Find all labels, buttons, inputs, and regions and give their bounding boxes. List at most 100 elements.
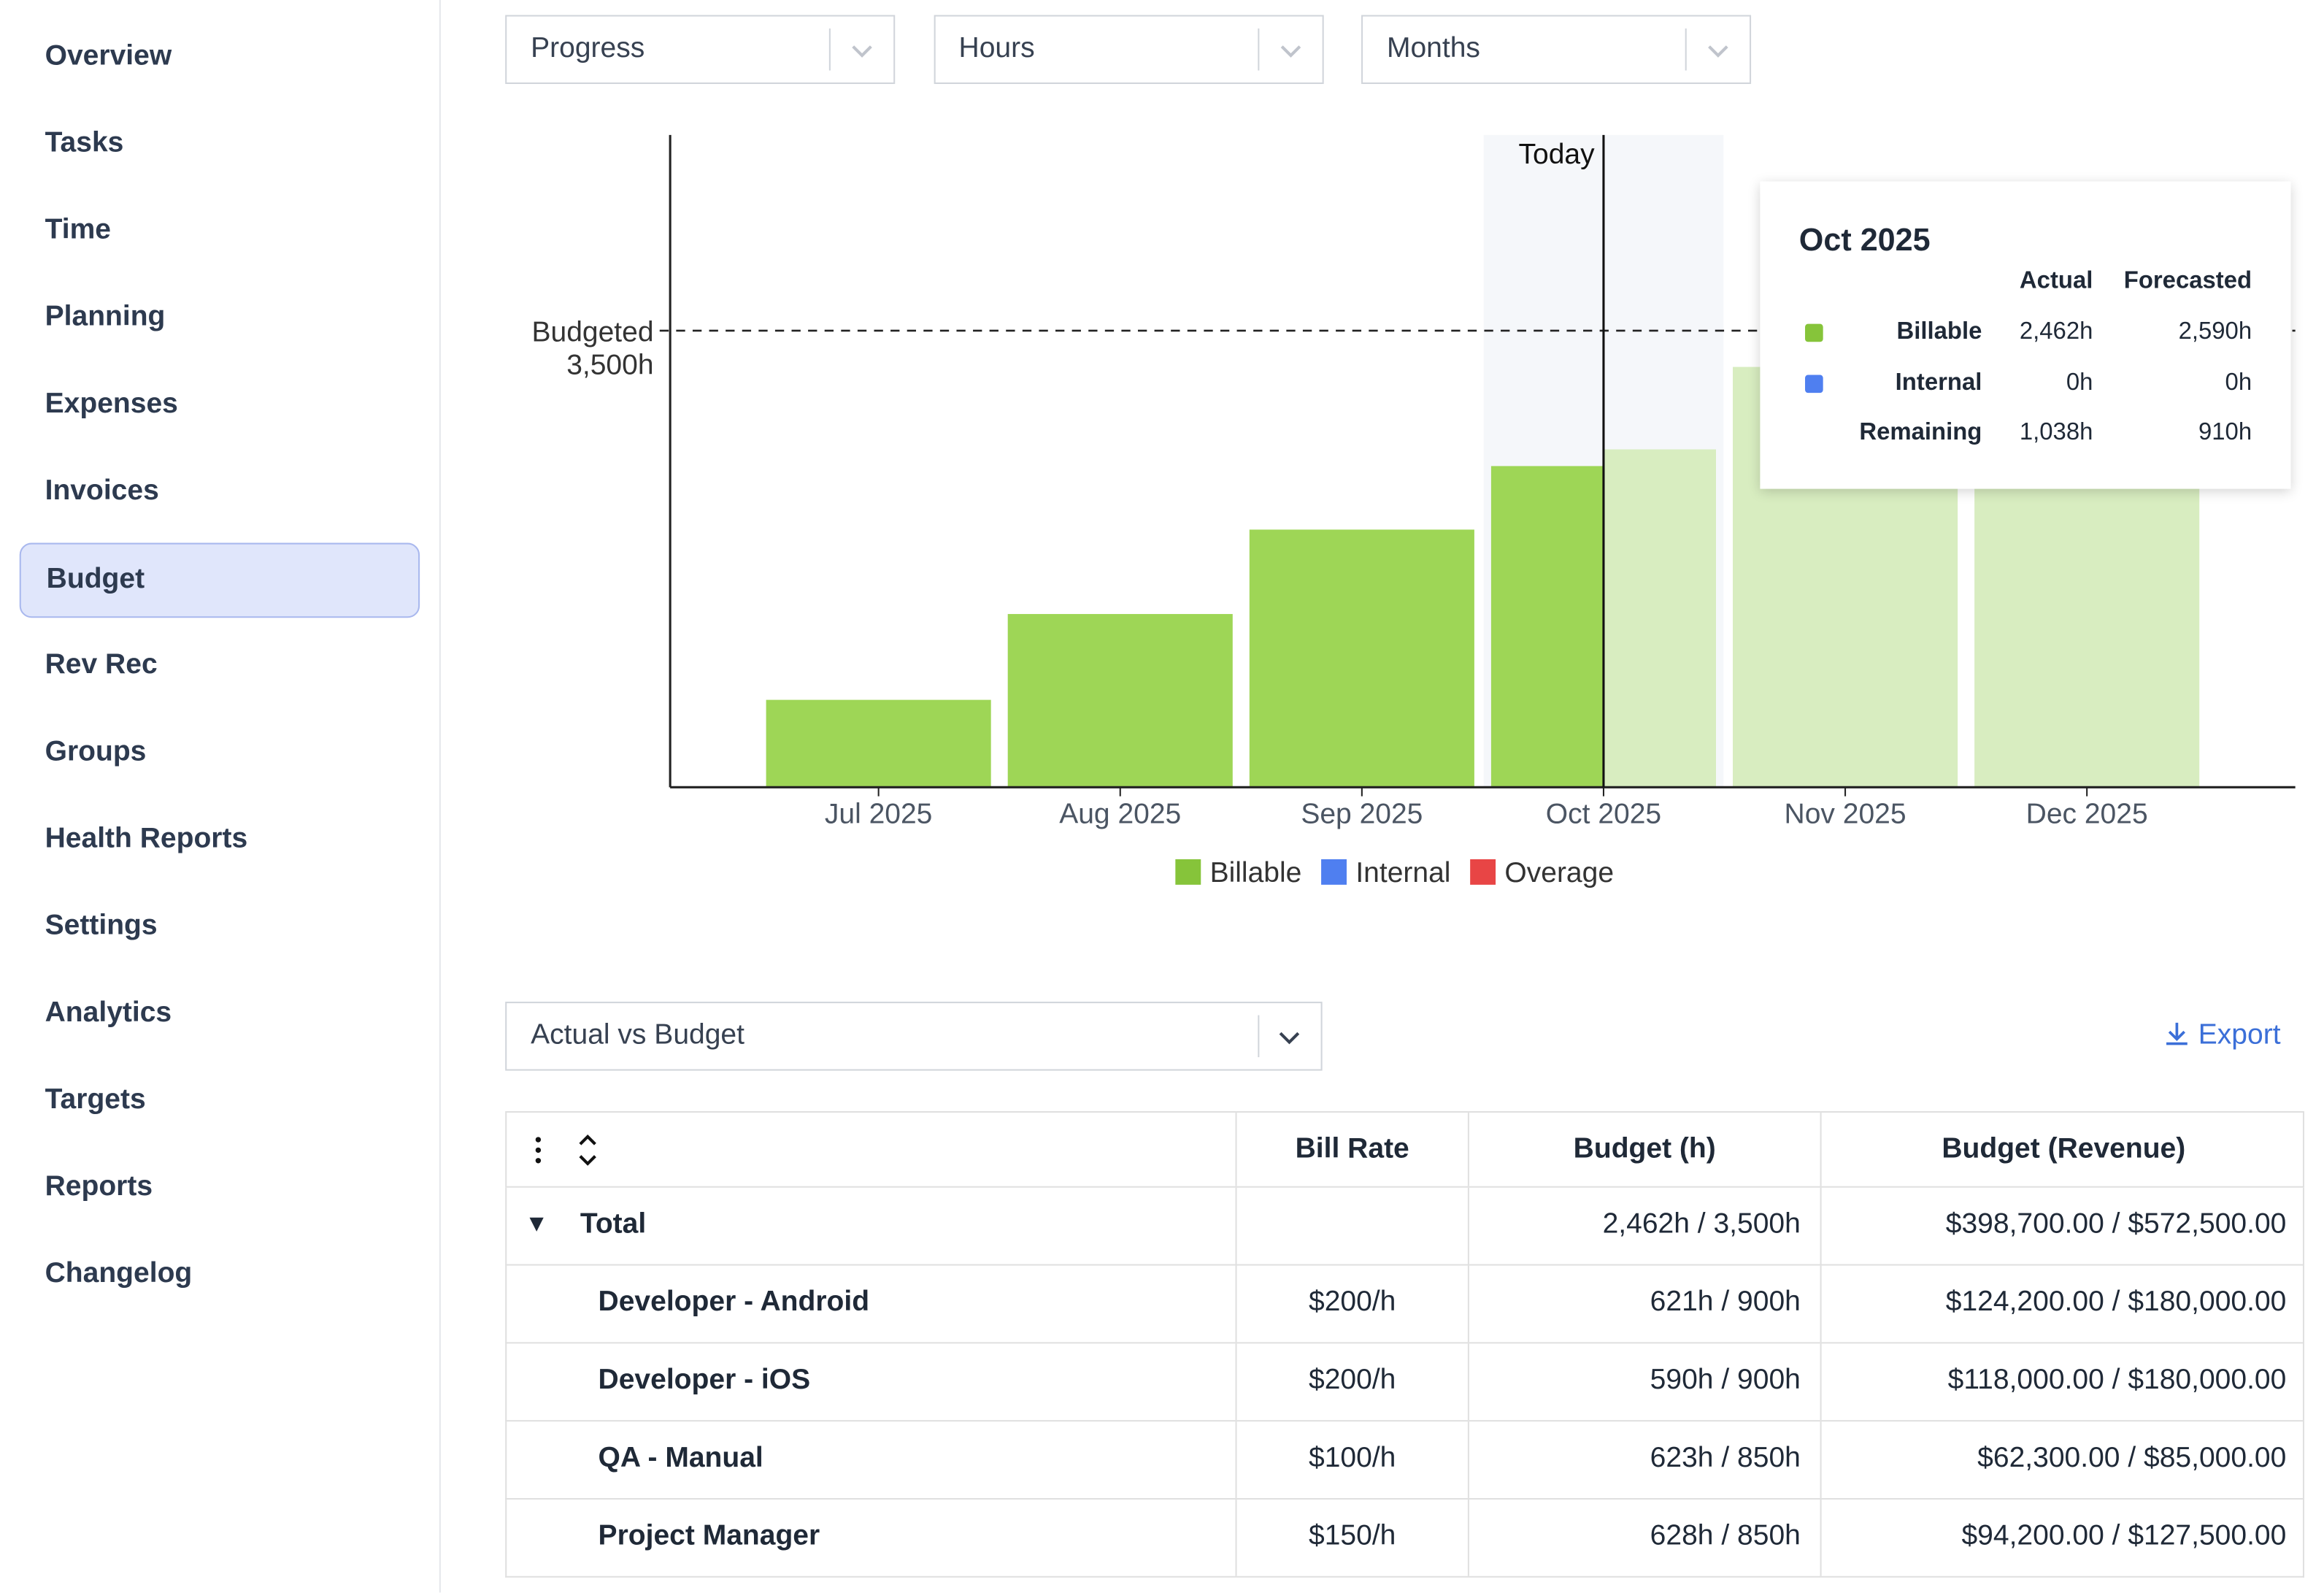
legend-swatch	[1175, 859, 1201, 885]
separator	[1685, 28, 1687, 71]
budget-label: Budgeted	[531, 316, 653, 348]
table-cell: $200/h	[1235, 1265, 1467, 1343]
table-row: QA - Manual $100/h 623h / 850h $62,300.00 /…	[505, 1421, 2304, 1500]
chart: Jul 2025 Aug 2025 Sep 2025 Oct 2025 Nov 2025…	[531, 134, 2296, 888]
view-select[interactable]: Actual vs Budget	[505, 1002, 1323, 1071]
tooltip-forecasted: 2,590h	[2178, 319, 2252, 345]
table-cell: $100/h	[1235, 1421, 1467, 1498]
x-tick-label: Sep 2025	[1301, 799, 1423, 830]
x-tick-label: Jul 2025	[825, 799, 933, 830]
separator	[1257, 28, 1259, 71]
tooltip-column: Forecasted	[2123, 268, 2252, 294]
nav-item[interactable]: Health Reports	[45, 823, 248, 855]
filter-dropdown[interactable]: Hours	[933, 15, 1323, 85]
table-cell: $398,700.00 / $572,500.00	[1820, 1187, 2306, 1264]
chevron	[1280, 45, 1301, 58]
tooltip-row-label: Remaining	[1859, 420, 1982, 446]
nav-item[interactable]: Planning	[45, 301, 166, 333]
table-cell: Developer - iOS	[598, 1364, 811, 1397]
expand-toggle[interactable]: ▼	[524, 1211, 549, 1237]
nav-item[interactable]: Expenses	[45, 388, 178, 421]
row-name: Total	[580, 1208, 647, 1240]
tooltip-swatch	[1805, 323, 1823, 342]
nav-item[interactable]: Overview	[45, 40, 172, 72]
table-row: Developer - iOS $200/h 590h / 900h $118,000…	[505, 1343, 2306, 1422]
table-cell: $150/h	[1235, 1500, 1467, 1576]
nav-item[interactable]: Tasks	[45, 127, 124, 159]
table-cell: Developer - Android	[598, 1286, 870, 1318]
sidebar: Overview Tasks Time Planning Expenses Invoice…	[0, 0, 441, 1593]
bar	[1007, 614, 1233, 788]
tooltip-row-label: Billable	[1896, 319, 1982, 345]
legend-swatch	[1470, 859, 1496, 885]
nav-item[interactable]: Settings	[45, 910, 158, 942]
table-cell: Budget (h)	[1467, 1113, 1820, 1186]
chevron	[1279, 1032, 1300, 1045]
filter-dropdown[interactable]: Months	[1361, 15, 1752, 85]
table-cell: Budget (Revenue)	[1820, 1113, 2306, 1186]
table-header: Bill Rate Budget (h) Budget (Revenue)	[505, 1111, 2304, 1188]
table-cell: $200/h	[1235, 1343, 1467, 1421]
nav-item[interactable]: Invoices	[45, 475, 159, 507]
x-tick-label: Dec 2025	[2026, 799, 2148, 830]
menu-dot	[535, 1147, 542, 1154]
download-icon	[2166, 1022, 2188, 1045]
tooltip-title: Oct 2025	[1798, 223, 1931, 258]
tooltip-actual: 2,462h	[2019, 319, 2093, 345]
chevron-path	[1708, 45, 1728, 58]
nav-item[interactable]: Groups	[45, 736, 147, 768]
table-cell	[1235, 1187, 1467, 1264]
chevron-path	[1280, 45, 1301, 58]
menu-dot	[535, 1137, 542, 1143]
nav-item[interactable]: Reports	[45, 1171, 153, 1203]
chevron	[1708, 45, 1728, 58]
table-cell: QA - Manual	[598, 1442, 763, 1475]
x-tick-label: Nov 2025	[1785, 799, 1906, 830]
table-row: Project Manager $150/h 628h / 850h $94,200.…	[505, 1500, 2304, 1578]
nav-item[interactable]: Rev Rec	[45, 649, 158, 681]
table-cell: $118,000.00 / $180,000.00	[1820, 1343, 2306, 1421]
table-row: Developer - Android $200/h 621h / 900h $124…	[505, 1265, 2304, 1344]
tooltip-swatch	[1805, 374, 1823, 393]
x-tick-label: Oct 2025	[1546, 799, 1661, 830]
tooltip-forecasted: 0h	[2225, 369, 2252, 396]
table-cell: ▼ Total	[507, 1188, 1235, 1264]
export-button[interactable]: Export	[2163, 1020, 2281, 1053]
bar	[766, 699, 991, 788]
chevron	[852, 45, 872, 58]
tooltip-forecasted: 910h	[2198, 420, 2252, 446]
legend-label: Internal	[1355, 857, 1450, 888]
tooltip-actual: 1,038h	[2019, 420, 2093, 446]
legend-swatch	[1321, 859, 1347, 885]
filter-label: Hours	[958, 33, 1035, 65]
filter-label: Months	[1386, 33, 1480, 65]
bar	[1603, 449, 1717, 788]
legend-label: Billable	[1210, 857, 1302, 888]
table-cell: 628h / 850h	[1467, 1500, 1820, 1576]
table-cell: 621h / 900h	[1467, 1265, 1820, 1343]
today-label: Today	[1519, 139, 1596, 170]
x-tick-label: Aug 2025	[1059, 799, 1181, 830]
nav-item[interactable]: Budget	[19, 542, 420, 618]
tooltip: Oct 2025 Actual Forecasted Billable 2,462…	[1760, 181, 2291, 489]
view-select-label: Actual vs Budget	[531, 1019, 745, 1051]
legend-label: Overage	[1504, 857, 1614, 888]
separator	[828, 28, 831, 71]
nav-item[interactable]: Analytics	[45, 997, 172, 1029]
table-cell: Project Manager	[598, 1520, 820, 1552]
table-cell: 623h / 850h	[1467, 1421, 1820, 1498]
table-cell: Bill Rate	[1235, 1113, 1467, 1186]
separator	[1258, 1015, 1260, 1058]
nav-item[interactable]: Time	[45, 214, 112, 246]
filter-dropdown[interactable]: Progress	[505, 15, 896, 85]
bar	[1490, 466, 1604, 788]
export-label: Export	[2198, 1019, 2281, 1051]
nav-item[interactable]: Changelog	[45, 1258, 193, 1290]
table-cell: 590h / 900h	[1467, 1343, 1820, 1421]
tooltip-row-label: Internal	[1895, 369, 1982, 396]
table-cell: $62,300.00 / $85,000.00	[1820, 1421, 2306, 1498]
nav-item[interactable]: Targets	[45, 1084, 146, 1116]
budget-value-label: 3,500h	[566, 349, 653, 380]
